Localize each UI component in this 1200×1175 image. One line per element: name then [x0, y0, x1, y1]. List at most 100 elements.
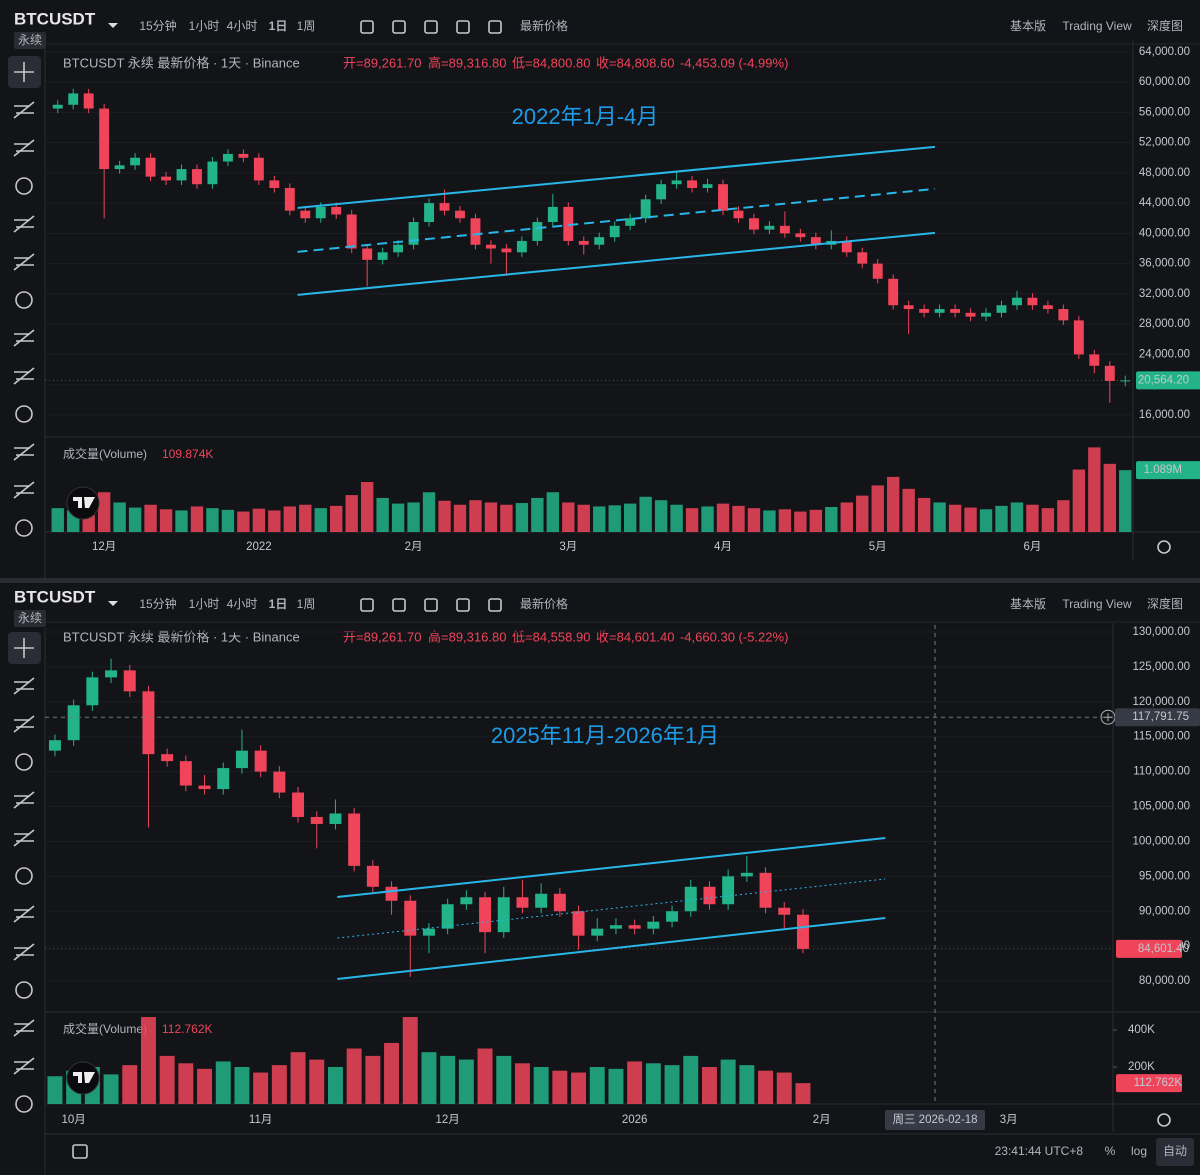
volume-bar: [840, 502, 853, 532]
candle-body: [83, 93, 94, 109]
volume-bar: [97, 492, 111, 532]
volume-legend: 112.762K: [162, 1022, 213, 1036]
candle-body: [422, 928, 435, 936]
x-tick-label: 12月: [92, 541, 116, 553]
candle-body: [1058, 309, 1069, 321]
view-button[interactable]: Trading View: [1062, 19, 1132, 33]
contract: 永续: [18, 611, 42, 625]
volume-bar: [1103, 463, 1116, 532]
view-button[interactable]: 深度图: [1147, 596, 1183, 611]
interval-button[interactable]: 15分钟: [139, 596, 176, 611]
candle-body: [919, 309, 930, 313]
volume-bar: [995, 505, 1008, 532]
volume-bar: [197, 1068, 213, 1104]
candle-body: [470, 218, 481, 245]
interval-button[interactable]: 4小时: [227, 597, 258, 611]
interval-button[interactable]: 4小时: [227, 19, 258, 33]
volume-bar: [514, 1063, 530, 1104]
interval-button[interactable]: 1周: [297, 597, 316, 611]
price-source[interactable]: 最新价格: [520, 596, 568, 611]
candle-body: [404, 900, 417, 936]
volume-bar: [365, 1055, 381, 1104]
contract-badge: [14, 32, 46, 49]
view-button[interactable]: Trading View: [1062, 597, 1132, 611]
candle-body: [408, 222, 419, 245]
candle-body: [479, 897, 492, 933]
toolbar-icon: [360, 20, 374, 34]
volume-bar: [330, 505, 343, 532]
settings-icon[interactable]: [1157, 540, 1171, 554]
volume-bar: [159, 1055, 175, 1104]
candle-body: [640, 199, 651, 219]
tool-icon: [13, 1057, 35, 1075]
candle-body: [145, 157, 156, 177]
candle-body: [857, 252, 868, 264]
y-tick-label: 48,000.00: [1139, 167, 1190, 179]
last-price-box: [1116, 939, 1182, 958]
volume-bar: [1072, 469, 1086, 532]
volume-bar: [206, 508, 219, 532]
interval-button[interactable]: 1日: [269, 19, 288, 33]
volume-bar: [422, 492, 436, 532]
candle-body: [733, 210, 744, 219]
tool-icon: [13, 481, 35, 499]
volume-bar: [701, 506, 714, 532]
candle-body: [625, 218, 636, 226]
candle-body: [284, 187, 295, 211]
contract: 永续: [18, 33, 42, 47]
interval-button[interactable]: 15分钟: [139, 18, 176, 33]
tool-icon: [15, 1095, 33, 1113]
tool-icon: [14, 62, 34, 82]
candle-body: [553, 893, 566, 912]
tool-icon: [13, 443, 35, 461]
calendar-icon: [72, 1144, 88, 1159]
volume-bar: [608, 505, 621, 532]
candle-body: [52, 104, 63, 109]
view-button[interactable]: 基本版: [1010, 597, 1046, 611]
settings-icon[interactable]: [1157, 1113, 1171, 1127]
candle-body: [439, 203, 450, 211]
price-source[interactable]: 最新价格: [520, 18, 568, 33]
volume-bar: [440, 1055, 456, 1104]
legend-low: 低=84,558.90: [512, 629, 590, 644]
volume-bar: [271, 1065, 287, 1104]
candle-body: [269, 180, 280, 188]
tool-icon: [13, 253, 35, 271]
candle-body: [179, 761, 192, 786]
x-tick-label: 2月: [405, 541, 423, 553]
candle-body: [684, 886, 697, 912]
y-tick-label: 125,000.00: [1132, 661, 1190, 673]
volume-bar: [654, 500, 668, 532]
volume-bar: [645, 1063, 661, 1104]
status-percent[interactable]: %: [1105, 1144, 1116, 1158]
candle-body: [485, 244, 496, 249]
candle-body: [105, 670, 118, 678]
candle-body: [1027, 297, 1038, 306]
toolbar-icon: [488, 20, 502, 34]
candle-body: [687, 180, 698, 188]
volume-bar: [234, 1066, 250, 1104]
last-price-box: [1136, 371, 1200, 390]
candle-body: [666, 911, 679, 922]
view-button[interactable]: 基本版: [1010, 19, 1046, 33]
tv-logo-mark: [73, 1072, 95, 1083]
channel-line: [337, 878, 886, 939]
candle-body: [748, 218, 759, 230]
status-log[interactable]: log: [1131, 1144, 1147, 1158]
volume-legend: 109.874K: [162, 447, 213, 461]
volume-bar: [47, 1076, 63, 1104]
x-tick-label: 4月: [714, 541, 732, 553]
volume-bar: [683, 1055, 699, 1104]
view-button[interactable]: 深度图: [1147, 18, 1183, 33]
status-auto[interactable]: 自动: [1163, 1144, 1187, 1158]
tool-icon: [13, 329, 35, 347]
toolbar-icon: [360, 598, 374, 612]
interval-button[interactable]: 1周: [297, 19, 316, 33]
candle-body: [516, 240, 527, 253]
interval-button[interactable]: 1日: [269, 597, 288, 611]
interval-button[interactable]: 1小时: [189, 597, 220, 611]
tv-logo: [66, 1061, 100, 1095]
interval-button[interactable]: 1小时: [189, 19, 220, 33]
last-volume-box: [1136, 461, 1200, 480]
candle-body: [331, 206, 342, 215]
